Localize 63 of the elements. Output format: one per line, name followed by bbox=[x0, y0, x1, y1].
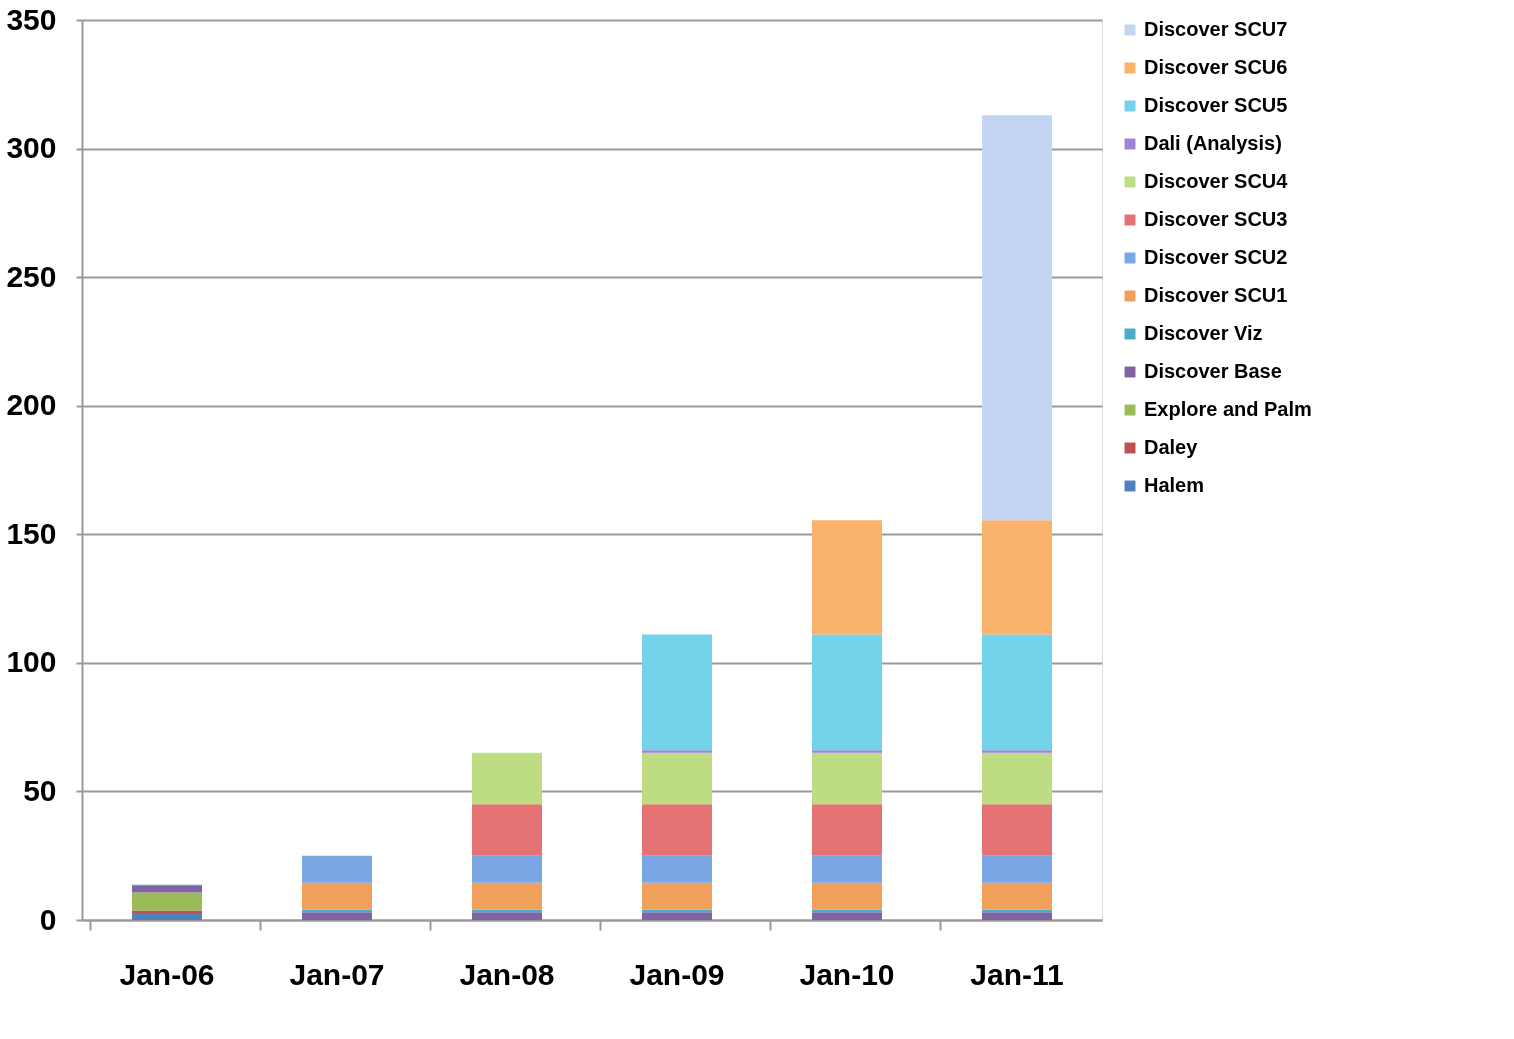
bar bbox=[982, 520, 1052, 635]
legend-label: Discover SCU4 bbox=[1144, 170, 1289, 192]
y-tick-label: 350 bbox=[6, 2, 57, 36]
bar bbox=[472, 882, 542, 910]
bar bbox=[472, 855, 542, 883]
legend-label: Discover SCU1 bbox=[1144, 284, 1288, 306]
x-tick-label: Jan-10 bbox=[799, 957, 895, 991]
bar bbox=[812, 750, 882, 753]
bar bbox=[132, 892, 202, 911]
legend-label: Daley bbox=[1144, 436, 1199, 458]
legend-label: Discover Base bbox=[1144, 360, 1282, 382]
bar bbox=[472, 912, 542, 920]
bar bbox=[982, 882, 1052, 910]
bar bbox=[812, 520, 882, 635]
x-tick-label: Jan-09 bbox=[629, 957, 725, 991]
bar bbox=[642, 634, 712, 751]
bar bbox=[812, 855, 882, 883]
bar bbox=[812, 752, 882, 805]
legend-label: Discover Viz bbox=[1144, 322, 1263, 344]
bar bbox=[812, 912, 882, 920]
y-tick-label: 250 bbox=[6, 259, 57, 293]
bar bbox=[642, 804, 712, 856]
legend-label: Discover SCU7 bbox=[1144, 18, 1288, 40]
bar bbox=[302, 855, 372, 883]
bar bbox=[982, 750, 1052, 753]
bar bbox=[982, 634, 1052, 751]
bar bbox=[642, 882, 712, 910]
bar bbox=[132, 913, 202, 920]
bar bbox=[302, 912, 372, 920]
legend-label: Discover SCU3 bbox=[1144, 208, 1288, 230]
x-tick-label: Jan-11 bbox=[970, 957, 1064, 991]
bar bbox=[642, 752, 712, 805]
y-tick-label: 300 bbox=[6, 131, 57, 165]
bar bbox=[812, 634, 882, 751]
bar bbox=[132, 910, 202, 914]
bar bbox=[642, 750, 712, 753]
bar bbox=[132, 886, 202, 893]
bar bbox=[982, 912, 1052, 920]
y-tick-label: 0 bbox=[39, 902, 57, 936]
y-tick-label: 50 bbox=[23, 773, 57, 807]
y-tick-label: 150 bbox=[6, 516, 57, 550]
bar bbox=[812, 804, 882, 856]
bar bbox=[982, 752, 1052, 805]
bar bbox=[302, 882, 372, 910]
bar bbox=[982, 804, 1052, 856]
bar bbox=[982, 855, 1052, 883]
legend-label: Discover SCU6 bbox=[1144, 56, 1288, 78]
x-tick-label: Jan-06 bbox=[119, 957, 215, 991]
legend-label: Discover SCU5 bbox=[1144, 94, 1288, 116]
y-tick-label: 200 bbox=[6, 388, 57, 422]
bar bbox=[642, 912, 712, 920]
x-tick-label: Jan-07 bbox=[289, 957, 385, 991]
legend-label: Halem bbox=[1144, 474, 1205, 496]
bar bbox=[472, 804, 542, 856]
x-tick-label: Jan-08 bbox=[459, 957, 555, 991]
bar bbox=[982, 115, 1052, 521]
legend-label: Dali (Analysis) bbox=[1144, 132, 1282, 154]
legend-label: Explore and Palm bbox=[1144, 398, 1312, 420]
bar bbox=[472, 752, 542, 805]
y-tick-label: 100 bbox=[6, 645, 57, 679]
bar bbox=[642, 855, 712, 883]
bar bbox=[812, 882, 882, 910]
legend-label: Discover SCU2 bbox=[1144, 246, 1288, 268]
